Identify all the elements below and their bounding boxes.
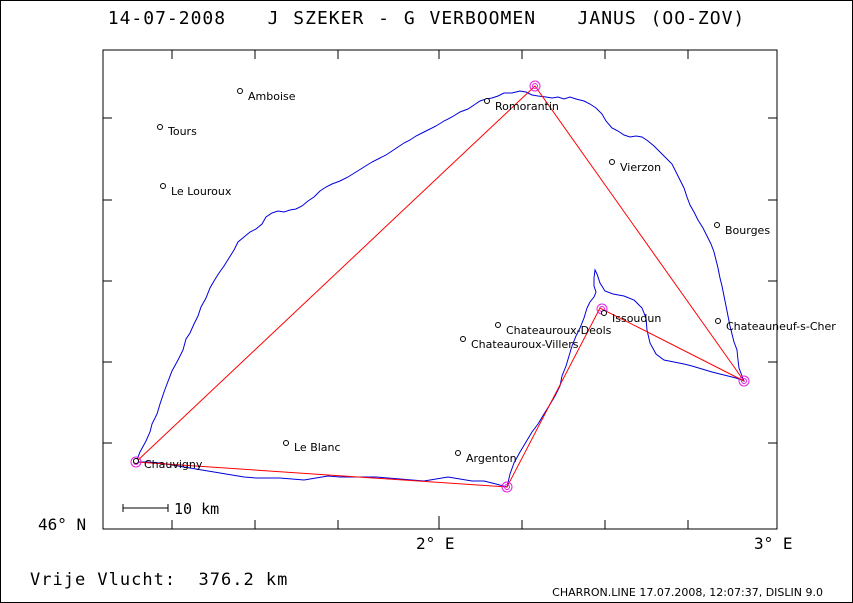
turnpoint-chauvigny (130, 456, 142, 468)
flight-title: 14-07-2008 J SZEKER - G VERBOOMEN JANUS … (107, 8, 746, 29)
town-label: Romorantin (495, 100, 559, 113)
lat-axis-label: 46° N (38, 515, 86, 534)
turnpoint-romorantin (529, 80, 541, 92)
town-label: Issoudun (612, 312, 661, 325)
town-label: Argenton (466, 452, 517, 465)
town-label: Chateauroux-Deols (506, 324, 612, 337)
flight-track (135, 90, 745, 488)
flight-distance: Vrije Vlucht: 376.2 km (30, 570, 289, 590)
town-label: Bourges (725, 224, 770, 237)
town-label: Le Louroux (171, 185, 232, 198)
turnpoint-markers (130, 80, 750, 493)
town-label: Chateauroux-Villers (471, 338, 579, 351)
scale-bar-label: 10 km (174, 500, 219, 518)
turnpoint-argenton (501, 481, 513, 493)
turnpoint-chateauneuf (738, 375, 750, 387)
town-markers (133, 88, 721, 464)
town-label: Amboise (248, 90, 296, 103)
lon-axis-label-3e: 3° E (754, 534, 793, 553)
file-info: CHARRON.LINE 17.07.2008, 12:07:37, DISLI… (552, 586, 823, 599)
scale-bar (122, 504, 169, 512)
town-label: Chateauneuf-s-Cher (726, 320, 836, 333)
town-label: Le Blanc (294, 441, 341, 454)
town-labels: Amboise Romorantin Tours Vierzon Le Lour… (144, 90, 836, 471)
lon-axis-label-2e: 2° E (416, 534, 455, 553)
town-label: Tours (167, 125, 197, 138)
task-route (135, 85, 745, 488)
axis-ticks (103, 50, 777, 529)
town-label: Chauvigny (144, 458, 203, 471)
town-label: Vierzon (620, 161, 661, 174)
plot-frame (102, 49, 778, 530)
